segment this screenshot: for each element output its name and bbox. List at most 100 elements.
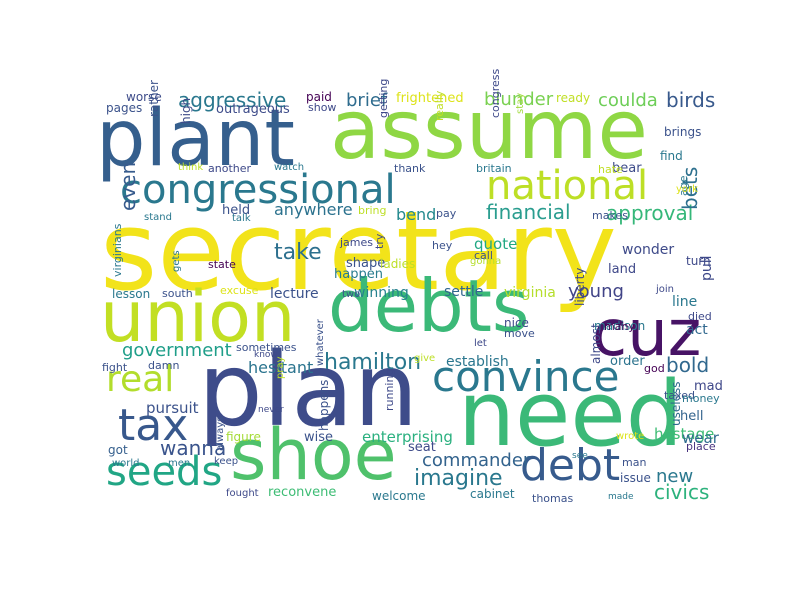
cloud-word-really: really	[433, 90, 446, 121]
cloud-word-taxed: taxed	[664, 389, 695, 402]
cloud-word-happens: happens	[317, 379, 331, 431]
cloud-word-join: join	[656, 284, 675, 295]
cloud-word-gonna: gonna	[470, 256, 502, 267]
cloud-word-sometimes: sometimes	[236, 341, 297, 354]
cloud-word-ready: ready	[556, 91, 591, 105]
cloud-word-financial: financial	[486, 200, 571, 224]
cloud-word-congressional: congressional	[120, 167, 396, 213]
cloud-word-approval: approval	[606, 201, 694, 225]
cloud-word-york: york	[676, 184, 698, 195]
cloud-word-reconvene: reconvene	[268, 485, 337, 500]
cloud-word-lecture: lecture	[270, 286, 319, 302]
cloud-word-act: act	[686, 322, 708, 338]
cloud-word-blunder: blunder	[484, 89, 554, 110]
cloud-word-union: union	[100, 276, 296, 358]
cloud-word-held: held	[222, 203, 251, 218]
cloud-word-thank: thank	[394, 162, 426, 175]
cloud-word-real: real	[106, 359, 175, 400]
cloud-word-bring: bring	[358, 204, 387, 217]
cloud-word-lesson: lesson	[112, 287, 151, 301]
cloud-word-government: government	[122, 340, 232, 361]
cloud-word-wonder: wonder	[622, 242, 675, 258]
cloud-word-money: money	[682, 392, 720, 405]
cloud-word-cuz: cuz	[592, 297, 702, 371]
cloud-word-imagine: imagine	[414, 466, 503, 491]
cloud-word-wrote: wrote	[616, 431, 645, 442]
cloud-word-thomas: thomas	[532, 492, 574, 505]
cloud-word-even: even	[116, 161, 140, 211]
cloud-word-britain: britain	[476, 162, 512, 175]
cloud-word-take: take	[274, 240, 322, 265]
cloud-word-plant: plant	[96, 94, 295, 184]
cloud-word-pursuit: pursuit	[146, 399, 199, 417]
cloud-word-hesitant: hesitant	[248, 358, 314, 377]
cloud-word-aggressive: aggressive	[178, 88, 287, 112]
cloud-word-think: think	[178, 162, 204, 173]
cloud-word-fight: fight	[102, 361, 128, 374]
cloud-word-hell: hell	[680, 409, 704, 424]
cloud-word-convince: convince	[432, 352, 620, 401]
cloud-word-see: see	[572, 451, 588, 461]
cloud-word-running: running	[383, 368, 396, 411]
cloud-word-watch: watch	[274, 162, 305, 173]
cloud-word-nice: nice	[504, 316, 529, 330]
cloud-word-world: world	[112, 458, 140, 469]
cloud-word-hostage: hostage	[654, 425, 715, 443]
cloud-word-welcome: welcome	[372, 489, 426, 503]
cloud-word-young: young	[568, 281, 624, 302]
cloud-word-man: man	[622, 456, 647, 469]
cloud-word-whatever: whatever	[315, 319, 326, 366]
cloud-word-enterprising: enterprising	[362, 428, 453, 446]
cloud-word-rather: rather	[147, 80, 161, 117]
cloud-word-men: men	[168, 458, 191, 469]
cloud-word-civics: civics	[654, 480, 710, 504]
cloud-word-line: line	[672, 294, 698, 310]
cloud-word-virginia: virginia	[504, 285, 556, 301]
cloud-word-wanna: wanna	[160, 436, 227, 460]
cloud-word-died: died	[688, 310, 712, 323]
cloud-word-try: try	[373, 233, 386, 249]
cloud-word-james: james	[340, 236, 374, 249]
cloud-word-worse: worse	[126, 90, 162, 104]
cloud-word-settle: settle	[444, 284, 484, 300]
cloud-word-place: place	[686, 440, 716, 453]
cloud-word-national: national	[486, 163, 649, 209]
cloud-word-order: order	[610, 354, 645, 369]
cloud-word-outrageous: outrageous	[216, 102, 290, 117]
cloud-word-anywhere: anywhere	[274, 200, 353, 219]
cloud-word-pages: pages	[106, 101, 143, 115]
cloud-word-wear: wear	[682, 429, 719, 447]
cloud-word-congress: congress	[489, 68, 502, 118]
cloud-word-tax: tax	[118, 400, 189, 451]
cloud-word-know: know	[254, 350, 278, 360]
cloud-word-turn: turn	[686, 254, 711, 268]
cloud-word-stand: stand	[144, 212, 172, 223]
cloud-word-bend: bend	[396, 205, 437, 224]
cloud-word-got: got	[108, 443, 128, 457]
cloud-word-commander: commander	[422, 450, 531, 471]
cloud-word-new: new	[656, 466, 694, 487]
cloud-word-bold: bold	[666, 353, 710, 377]
cloud-word-shoe: shoe	[230, 414, 397, 496]
cloud-word-pray: pray	[275, 356, 286, 379]
cloud-word-figure: figure	[226, 430, 261, 444]
cloud-word-show: show	[308, 101, 337, 114]
cloud-word-madison: madison	[594, 319, 646, 333]
cloud-word-south: south	[162, 287, 193, 300]
cloud-word-paid: paid	[306, 90, 332, 104]
cloud-word-seeds: seeds	[106, 449, 223, 495]
cloud-word-secretary: secretary	[100, 187, 617, 315]
cloud-word-cabinet: cabinet	[470, 487, 515, 501]
cloud-word-give: give	[414, 353, 436, 364]
cloud-word-hamilton: hamilton	[324, 350, 422, 375]
cloud-word-fought: fought	[226, 488, 259, 499]
cloud-word-frightened: frightened	[396, 91, 464, 106]
cloud-word-land: land	[608, 262, 637, 277]
cloud-word-god: god	[644, 362, 665, 375]
cloud-word-made: made	[608, 492, 634, 502]
cloud-word-state: state	[208, 258, 236, 271]
cloud-word-debts: debts	[328, 264, 530, 348]
cloud-word-plan: plan	[198, 331, 419, 450]
cloud-word-winning: winning	[354, 285, 409, 301]
